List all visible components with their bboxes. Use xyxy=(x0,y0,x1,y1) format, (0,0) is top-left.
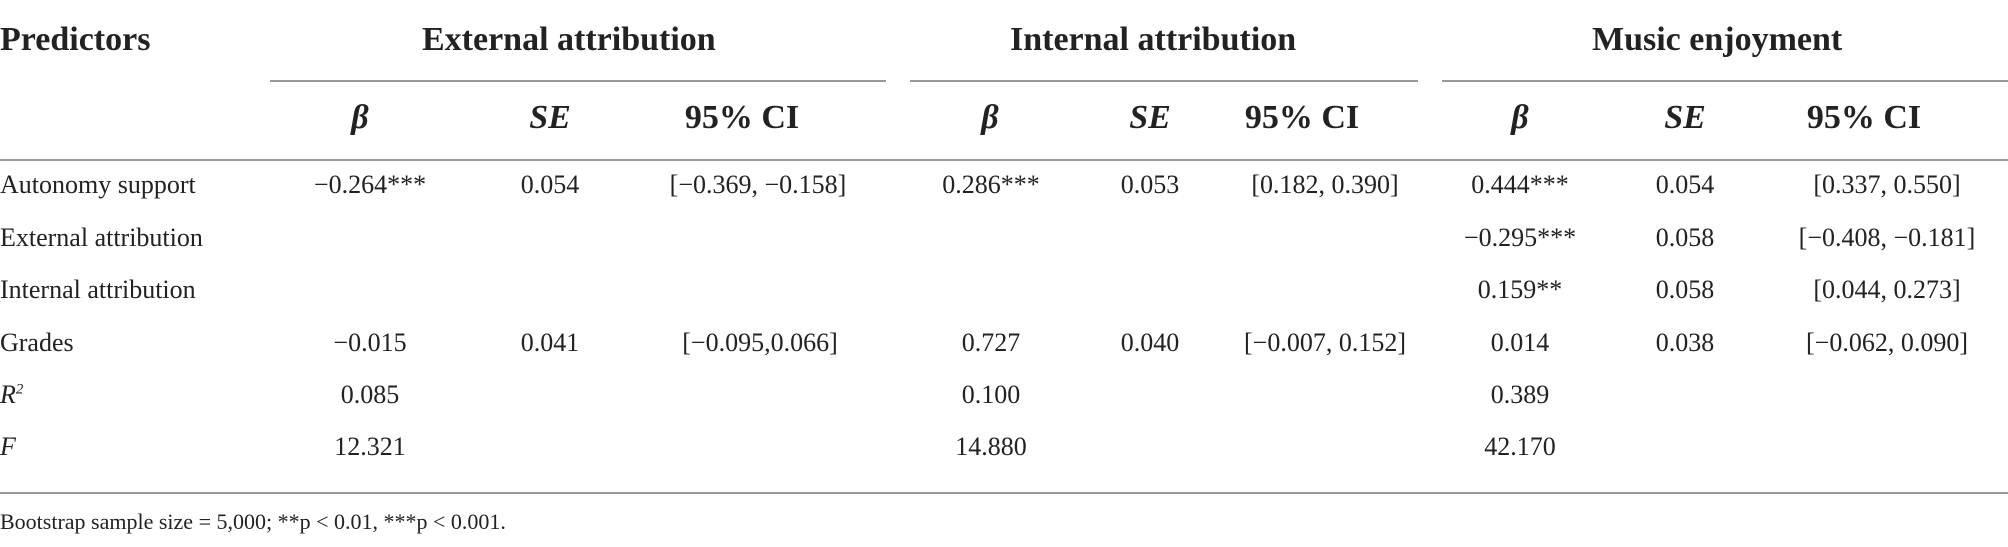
se-header-external: SE xyxy=(529,99,571,136)
cell-autonomy-mus-ci: [0.337, 0.550] xyxy=(1813,170,1961,199)
cell-f-int: 14.880 xyxy=(955,432,1027,461)
cell-grades-ext-beta: −0.015 xyxy=(333,328,407,357)
cell-internal-mus-beta: 0.159** xyxy=(1477,275,1563,304)
cell-grades-int-se: 0.040 xyxy=(1120,328,1180,357)
cell-autonomy-mus-se: 0.054 xyxy=(1655,170,1715,199)
cell-grades-int-ci: [−0.007, 0.152] xyxy=(1244,328,1406,357)
cell-external-mus-se: 0.058 xyxy=(1655,223,1715,252)
cell-r2-ext: 0.085 xyxy=(340,380,400,409)
cell-grades-int-beta: 0.727 xyxy=(961,328,1021,357)
cell-autonomy-mus-beta: 0.444*** xyxy=(1471,170,1569,199)
se-header-music: SE xyxy=(1664,99,1706,136)
predictors-header: Predictors xyxy=(0,21,151,58)
cell-autonomy-ext-beta: −0.264*** xyxy=(313,170,427,199)
cell-f-mus: 42.170 xyxy=(1484,432,1556,461)
group-rule-external xyxy=(270,80,886,82)
cell-autonomy-ext-se: 0.054 xyxy=(520,170,580,199)
beta-header-music: β xyxy=(1511,99,1529,136)
table-footnote: Bootstrap sample size = 5,000; **p < 0.0… xyxy=(0,509,506,534)
cell-external-mus-beta: −0.295*** xyxy=(1463,223,1577,252)
cell-grades-mus-se: 0.038 xyxy=(1655,328,1715,357)
r-squared-superscript: 2 xyxy=(15,381,24,398)
row-label-grades: Grades xyxy=(0,328,74,357)
se-header-internal: SE xyxy=(1129,99,1171,136)
cell-internal-mus-ci: [0.044, 0.273] xyxy=(1813,275,1961,304)
group-header-music: Music enjoyment xyxy=(1592,21,1843,58)
row-label-autonomy-support: Autonomy support xyxy=(0,170,196,199)
cell-external-mus-ci: [−0.408, −0.181] xyxy=(1798,223,1976,252)
cell-f-ext: 12.321 xyxy=(334,432,406,461)
cell-r2-int: 0.100 xyxy=(961,380,1021,409)
cell-r2-mus: 0.389 xyxy=(1490,380,1550,409)
cell-grades-mus-beta: 0.014 xyxy=(1490,328,1550,357)
cell-autonomy-int-ci: [0.182, 0.390] xyxy=(1251,170,1399,199)
group-rule-internal xyxy=(910,80,1418,82)
group-header-internal: Internal attribution xyxy=(1010,21,1297,58)
table-bottom-rule xyxy=(0,492,2008,494)
ci-header-music: 95% CI xyxy=(1806,99,1922,136)
ci-header-external: 95% CI xyxy=(684,99,800,136)
row-label-external-attribution: External attribution xyxy=(0,223,203,252)
row-label-internal-attribution: Internal attribution xyxy=(0,275,196,304)
beta-header-internal: β xyxy=(981,99,999,136)
cell-autonomy-int-se: 0.053 xyxy=(1120,170,1180,199)
cell-grades-ext-ci: [−0.095,0.066] xyxy=(682,328,838,357)
header-bottom-rule xyxy=(0,159,2008,161)
beta-header-external: β xyxy=(351,99,369,136)
cell-grades-mus-ci: [−0.062, 0.090] xyxy=(1806,328,1968,357)
cell-autonomy-ext-ci: [−0.369, −0.158] xyxy=(669,170,847,199)
group-header-external: External attribution xyxy=(422,21,716,58)
cell-grades-ext-se: 0.041 xyxy=(520,328,580,357)
row-label-f: F xyxy=(0,432,16,461)
r-squared-letter: R xyxy=(0,380,16,409)
ci-header-internal: 95% CI xyxy=(1244,99,1360,136)
row-label-r-squared: R2 xyxy=(0,379,23,411)
cell-autonomy-int-beta: 0.286*** xyxy=(942,170,1040,199)
cell-internal-mus-se: 0.058 xyxy=(1655,275,1715,304)
group-rule-music xyxy=(1442,80,2008,82)
